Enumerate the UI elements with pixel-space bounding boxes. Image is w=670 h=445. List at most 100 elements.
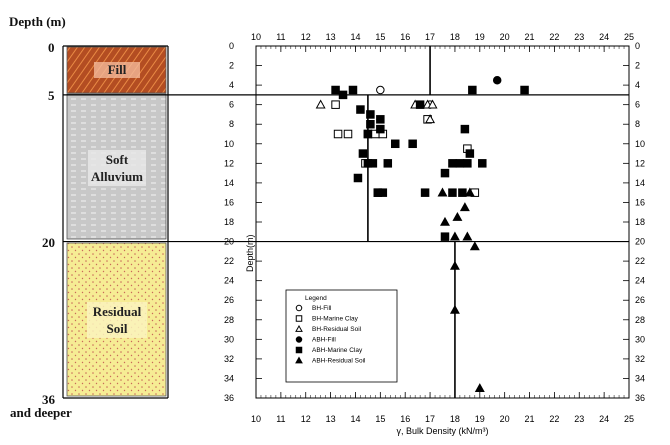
- data-point: [463, 159, 472, 168]
- data-point: [464, 187, 475, 197]
- data-point: [452, 211, 463, 221]
- x-tick-label-top: 22: [549, 32, 559, 42]
- y-tick-label-right: 32: [635, 354, 645, 364]
- layer-residual-label-2: Soil: [107, 321, 128, 336]
- x-tick-label-top: 13: [326, 32, 336, 42]
- data-point: [465, 149, 475, 158]
- y-tick-label-right: 10: [635, 139, 645, 149]
- x-tick-label-top: 14: [350, 32, 360, 42]
- legend-entry: BH-Fill: [312, 305, 332, 312]
- layer-residual-label-1: Residual: [93, 304, 142, 319]
- data-points: [315, 75, 529, 393]
- data-point: [459, 202, 470, 212]
- y-tick-label-right: 22: [635, 256, 645, 266]
- y-tick-label-right: 28: [635, 315, 645, 325]
- x-tick-label-bottom: 15: [375, 414, 385, 424]
- legend-entry: BH-Marine Clay: [312, 316, 359, 323]
- data-point: [376, 124, 385, 134]
- data-point: [356, 105, 365, 114]
- data-point: [376, 85, 385, 95]
- data-point: [462, 231, 473, 241]
- x-tick-label-bottom: 18: [450, 414, 460, 424]
- data-point: [448, 159, 457, 168]
- legend-marker: [295, 304, 303, 312]
- data-point: [353, 173, 363, 183]
- data-point: [468, 85, 477, 95]
- data-point: [315, 99, 326, 109]
- legend-title: Legend: [305, 295, 327, 302]
- y-tick-label-right: 24: [635, 276, 645, 286]
- x-tick-label-top: 11: [276, 32, 285, 42]
- x-tick-label-top: 10: [251, 32, 261, 42]
- layer-fill-label-box: [94, 62, 140, 78]
- data-point: [448, 188, 457, 197]
- density-depth-chart: 10 10 11 11 12 12 13 13 14 14 15 15 16 16 17 17 18 18 19 19…: [63, 32, 645, 436]
- depth-mark-0: 0: [48, 40, 55, 55]
- data-point: [378, 188, 388, 197]
- y-tick-label-left: 24: [224, 276, 234, 286]
- x-tick-label-bottom: 11: [276, 414, 285, 424]
- x-tick-label-top: 23: [574, 32, 584, 42]
- y-tick-label-left: 32: [224, 354, 234, 364]
- strata-column: Fill Soft Alluvium Residual Soil: [66, 46, 167, 397]
- data-point: [492, 75, 502, 85]
- data-point: [331, 85, 340, 95]
- y-tick-label-left: 26: [224, 295, 234, 305]
- x-tick-label-bottom: 22: [549, 414, 559, 424]
- y-tick-label-left: 6: [229, 100, 234, 110]
- layer-alluvium-label-1: Soft: [106, 152, 129, 167]
- legend-box: [285, 289, 398, 383]
- x-tick-label-top: 18: [450, 32, 460, 42]
- data-point: [425, 114, 436, 124]
- data-point: [458, 188, 467, 197]
- data-point: [440, 232, 450, 241]
- data-point: [440, 216, 450, 226]
- y-tick-label-right: 12: [635, 158, 645, 168]
- layer-fill-label: Fill: [108, 62, 127, 77]
- data-point: [343, 129, 353, 139]
- data-point: [331, 100, 340, 109]
- data-point: [415, 100, 425, 109]
- x-tick-label-top: 21: [525, 32, 535, 42]
- x-tick-label-top: 24: [599, 32, 609, 42]
- y-tick-label-right: 6: [635, 100, 640, 110]
- y-tick-label-left: 0: [229, 41, 234, 51]
- data-point: [449, 231, 460, 241]
- data-point: [368, 159, 378, 168]
- legend-marker: [295, 346, 303, 354]
- y-tick-label-left: 18: [224, 217, 234, 227]
- x-tick-label-bottom: 13: [326, 414, 336, 424]
- data-point: [520, 85, 529, 95]
- data-point: [391, 139, 400, 149]
- x-axis-title: γ, Bulk Density (kN/m³): [396, 426, 488, 436]
- x-tick-label-bottom: 17: [425, 414, 435, 424]
- data-point: [449, 304, 460, 314]
- x-tick-label-bottom: 14: [350, 414, 360, 424]
- and-deeper-note: and deeper: [10, 405, 72, 420]
- legend-marker: [295, 324, 303, 332]
- legend-entry: ABH-Marine Clay: [312, 347, 363, 354]
- y-tick-label-right: 16: [635, 197, 645, 207]
- data-point: [427, 99, 438, 109]
- x-tick-label-top: 20: [500, 32, 510, 42]
- data-point: [420, 188, 430, 197]
- depth-mark-5: 5: [48, 88, 55, 103]
- data-point: [440, 168, 450, 178]
- x-tick-label-bottom: 24: [599, 414, 609, 424]
- y-tick-label-right: 14: [635, 178, 645, 188]
- data-point: [358, 149, 368, 158]
- data-point: [366, 110, 375, 119]
- y-tick-label-left: 36: [224, 393, 234, 403]
- x-tick-label-top: 12: [301, 32, 311, 42]
- x-tick-label-bottom: 21: [525, 414, 535, 424]
- x-tick-label-bottom: 20: [500, 414, 510, 424]
- x-tick-label-bottom: 19: [475, 414, 485, 424]
- y-tick-label-left: 30: [224, 334, 234, 344]
- y-tick-label-left: 28: [224, 315, 234, 325]
- y-tick-label-right: 0: [635, 41, 640, 51]
- y-tick-label-left: 34: [224, 373, 234, 383]
- series-abh-marine-clay: [331, 85, 529, 241]
- data-point: [449, 260, 460, 270]
- y-tick-label-right: 36: [635, 393, 645, 403]
